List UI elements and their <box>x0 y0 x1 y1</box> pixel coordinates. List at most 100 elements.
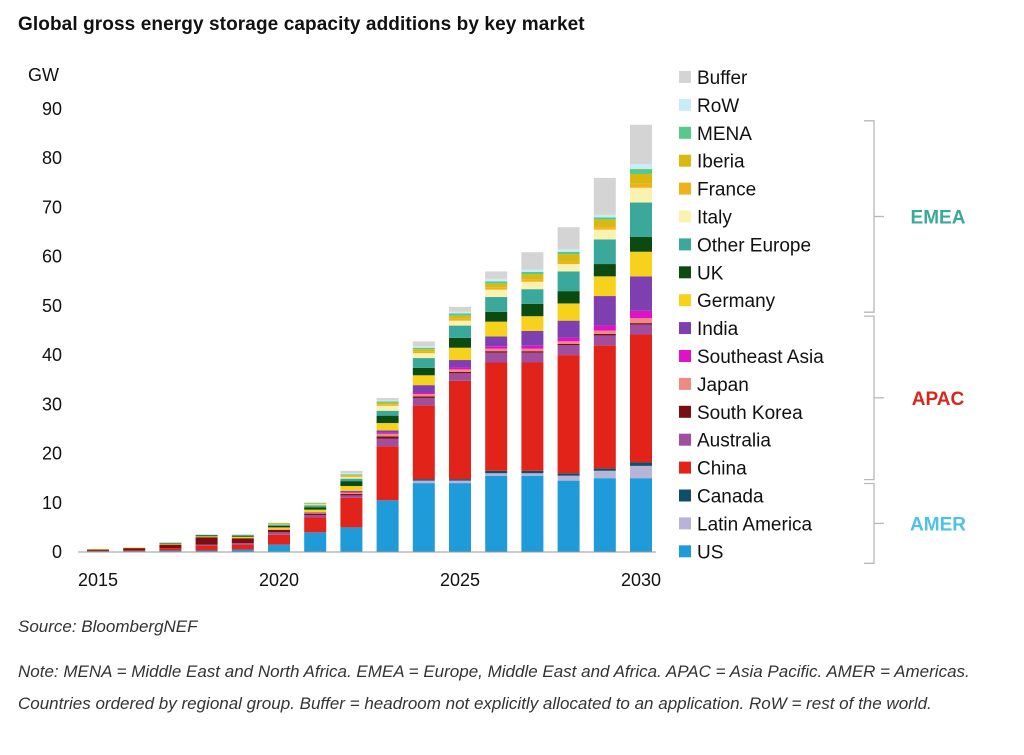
bar-segment <box>557 337 580 342</box>
bar-segment <box>630 318 652 324</box>
bar-segment <box>521 475 544 552</box>
legend-swatch <box>679 126 691 139</box>
bar-segment <box>195 537 218 545</box>
bar-segment <box>593 239 616 265</box>
bar-segment <box>593 468 616 471</box>
bar-segment <box>521 362 544 471</box>
bar-segment <box>340 493 363 496</box>
bar-segment <box>268 522 290 524</box>
bar-segment <box>340 477 363 479</box>
bar-segment <box>159 542 182 544</box>
bar-segment <box>630 324 652 335</box>
bar-segment <box>485 475 508 552</box>
bar-segment <box>304 509 327 513</box>
bar-segment <box>485 278 508 282</box>
bar-segment <box>159 543 182 544</box>
bar-segment <box>449 315 471 319</box>
bar-segment <box>123 547 146 549</box>
y-axis-ticks: 0 10 20 30 40 50 60 70 80 90 <box>42 99 62 562</box>
bar-segment <box>449 480 471 484</box>
bar-segment <box>412 346 435 348</box>
bar-segment <box>376 432 399 434</box>
bar-segment <box>593 330 616 334</box>
bar-segment <box>123 548 146 551</box>
bar-segment <box>630 276 652 311</box>
bar-segment <box>557 254 580 262</box>
legend-swatch <box>679 322 691 335</box>
bar-segment <box>485 473 508 476</box>
bar-segment <box>449 369 471 372</box>
bar-segment <box>376 401 399 403</box>
legend-swatch <box>679 377 691 390</box>
y-tick-label: 90 <box>42 99 62 119</box>
legend-swatch <box>679 266 691 279</box>
y-tick-label: 30 <box>42 394 62 414</box>
legend-label: Canada <box>697 487 764 508</box>
bar-segment <box>340 473 363 475</box>
chart-title: Global gross energy storage capacity add… <box>18 14 585 35</box>
bar-segment <box>557 355 580 474</box>
legend-swatch <box>679 461 691 474</box>
bar-segment <box>159 543 182 545</box>
bar-segment <box>449 318 471 321</box>
bar-segment <box>159 544 182 549</box>
bar-segment <box>630 462 652 466</box>
y-tick-label: 10 <box>42 493 62 513</box>
legend-label: Latin America <box>697 514 813 535</box>
bar-segment <box>593 177 616 215</box>
bar-segment <box>449 325 471 338</box>
x-axis-ticks: 2015 2020 2025 2030 <box>78 570 661 590</box>
bar-segment <box>593 219 616 228</box>
bar-segment <box>521 289 544 304</box>
y-tick-label: 0 <box>52 542 62 562</box>
bar-segment <box>521 473 544 476</box>
bar-segment <box>340 492 363 494</box>
bar-segment <box>485 321 508 337</box>
bar-segment <box>630 124 652 165</box>
source-note: Source: BloombergNEF <box>18 617 198 636</box>
bar-segment <box>195 534 218 536</box>
bar-segment <box>485 297 508 312</box>
bar-segment <box>376 430 399 433</box>
bar-segment <box>304 502 327 504</box>
bar-segment <box>376 438 399 447</box>
legend-label: MENA <box>697 124 752 145</box>
bar-segment <box>449 483 471 552</box>
legend-swatch <box>679 517 691 530</box>
legend-swatch <box>679 433 691 446</box>
region-bracket <box>864 315 875 481</box>
bar-segment <box>449 320 471 326</box>
bar-segment <box>521 303 544 317</box>
legend-label: South Korea <box>697 403 803 424</box>
bar-segment <box>376 397 399 401</box>
bar-segment <box>304 505 327 508</box>
bar-segment <box>593 296 616 326</box>
bar-segment <box>630 465 652 479</box>
bar-segment <box>304 512 327 514</box>
bar-segment <box>485 289 508 298</box>
bar-segment <box>485 348 508 352</box>
bar-segment <box>304 503 327 504</box>
bar-segment <box>449 360 471 368</box>
bar-segment <box>159 550 182 552</box>
bar-segment <box>521 269 544 272</box>
bar-segment <box>412 396 435 398</box>
bar-segment <box>630 202 652 237</box>
bar-segment <box>557 271 580 292</box>
bars <box>87 124 652 552</box>
bar-segment <box>593 229 616 240</box>
legend-swatch <box>679 350 691 362</box>
legend-swatch <box>679 489 691 502</box>
bar-segment <box>376 404 399 406</box>
bar-segment <box>630 310 652 319</box>
bar-segment <box>485 346 508 349</box>
bar-segment <box>557 345 580 356</box>
bar-segment <box>340 497 363 528</box>
legend: Buffer RoW MENA Iberia France Italy Other Euro… <box>679 68 824 563</box>
bar-segment <box>485 362 508 471</box>
bar-segment <box>521 271 544 275</box>
bar-segment <box>87 549 109 550</box>
bar-segment <box>412 353 435 359</box>
bar-segment <box>304 503 327 505</box>
bar-segment <box>268 523 290 525</box>
